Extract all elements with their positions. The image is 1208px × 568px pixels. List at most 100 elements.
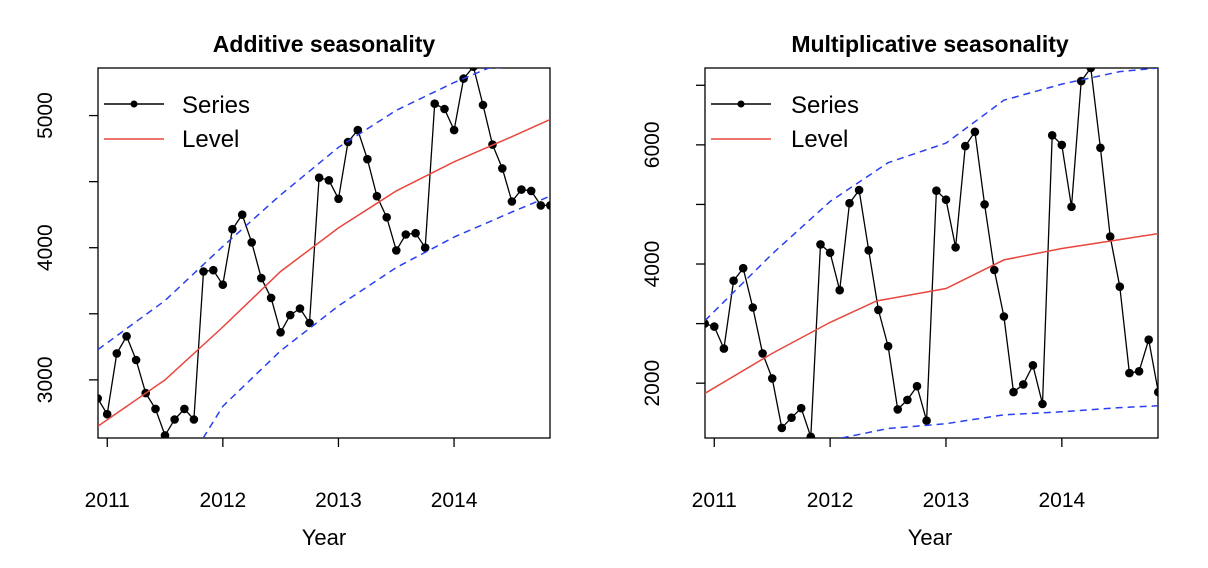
data-point xyxy=(980,200,989,209)
data-point xyxy=(912,381,922,391)
x-tick-label: 2014 xyxy=(431,489,478,512)
data-point xyxy=(806,432,816,438)
data-point xyxy=(218,280,228,290)
data-point xyxy=(392,246,401,255)
data-point xyxy=(941,195,951,204)
data-point xyxy=(1115,282,1125,292)
x-tick-label: 2012 xyxy=(807,489,854,512)
data-point xyxy=(498,164,507,173)
data-point xyxy=(883,341,893,351)
legend: Series Level xyxy=(711,92,859,153)
series-line-level xyxy=(98,118,550,427)
data-point xyxy=(285,310,295,320)
y-tick-label: 5000 xyxy=(34,92,57,139)
data-point xyxy=(469,68,478,71)
data-point xyxy=(170,415,179,424)
data-point xyxy=(189,415,199,424)
data-point xyxy=(961,141,970,151)
data-point xyxy=(854,185,864,195)
data-point xyxy=(209,265,218,275)
data-point xyxy=(767,374,777,383)
data-point xyxy=(951,243,960,252)
data-point xyxy=(257,273,266,283)
data-point xyxy=(324,176,334,185)
data-point xyxy=(1057,140,1067,150)
data-point xyxy=(180,404,189,414)
data-point xyxy=(999,312,1009,321)
data-point xyxy=(1047,131,1057,140)
data-point xyxy=(276,328,285,337)
chart-title: Additive seasonality xyxy=(213,31,436,57)
data-point xyxy=(1038,399,1047,409)
data-point xyxy=(160,431,170,438)
data-point xyxy=(314,173,324,182)
x-axis: 2011 2012 2013 2014 xyxy=(85,438,478,512)
data-point xyxy=(430,99,440,108)
data-point xyxy=(932,186,941,195)
data-point xyxy=(796,403,806,413)
data-point xyxy=(98,394,102,403)
legend-marker-series xyxy=(130,100,138,108)
y-tick-label: 6000 xyxy=(641,122,664,169)
x-axis-label: Year xyxy=(302,525,346,550)
series-line-lower-bound xyxy=(202,195,550,438)
data-point xyxy=(526,186,536,196)
data-point xyxy=(710,322,719,331)
data-point xyxy=(1009,387,1018,397)
data-point xyxy=(401,230,411,239)
data-point xyxy=(787,413,796,423)
data-point xyxy=(449,125,459,135)
data-point xyxy=(363,154,372,164)
data-point xyxy=(382,213,392,222)
data-point xyxy=(1086,68,1096,73)
panel-multiplicative: Multiplicative seasonality 2011 2012 2013 2… xyxy=(641,31,1159,550)
data-point xyxy=(112,349,122,358)
data-point xyxy=(893,405,902,414)
x-axis-label: Year xyxy=(908,525,952,550)
data-point xyxy=(372,191,382,201)
data-point xyxy=(478,100,488,110)
data-point xyxy=(1096,143,1105,153)
data-point xyxy=(825,248,835,257)
data-point xyxy=(1028,361,1038,370)
lines-layer xyxy=(98,68,550,438)
data-point xyxy=(122,332,131,341)
data-point xyxy=(546,201,550,210)
data-point xyxy=(777,423,787,433)
data-point xyxy=(131,355,141,365)
legend-label-series: Series xyxy=(791,92,859,119)
data-point xyxy=(922,416,931,426)
data-point xyxy=(719,344,729,353)
data-point xyxy=(228,224,237,234)
legend: Series Level xyxy=(104,92,250,153)
x-tick-label: 2014 xyxy=(1038,489,1085,512)
data-point xyxy=(199,267,208,276)
data-point xyxy=(536,201,546,210)
y-axis: 3000 4000 5000 xyxy=(34,92,98,403)
data-point xyxy=(1019,380,1028,389)
data-point xyxy=(334,194,343,204)
data-point xyxy=(903,395,912,405)
data-point xyxy=(748,303,758,312)
y-tick-label: 4000 xyxy=(34,224,57,271)
y-axis: 2000 4000 6000 xyxy=(641,84,705,407)
data-point xyxy=(835,285,844,295)
data-point xyxy=(237,210,247,219)
legend-label-series: Series xyxy=(182,92,250,119)
data-point xyxy=(266,293,276,303)
data-point xyxy=(517,185,526,194)
data-point xyxy=(1154,387,1158,397)
data-point xyxy=(1134,367,1144,376)
x-tick-label: 2011 xyxy=(692,489,737,512)
data-point xyxy=(758,349,767,358)
x-axis: 2011 2012 2013 2014 xyxy=(692,438,1086,512)
data-point xyxy=(874,305,883,315)
data-point xyxy=(1067,202,1076,212)
x-tick-label: 2013 xyxy=(923,489,970,512)
data-point xyxy=(1144,335,1153,345)
panel-additive: Additive seasonality 2011 2012 2013 2014 30… xyxy=(34,31,551,550)
data-point xyxy=(411,228,420,238)
data-point xyxy=(990,265,999,275)
data-point xyxy=(970,127,980,137)
